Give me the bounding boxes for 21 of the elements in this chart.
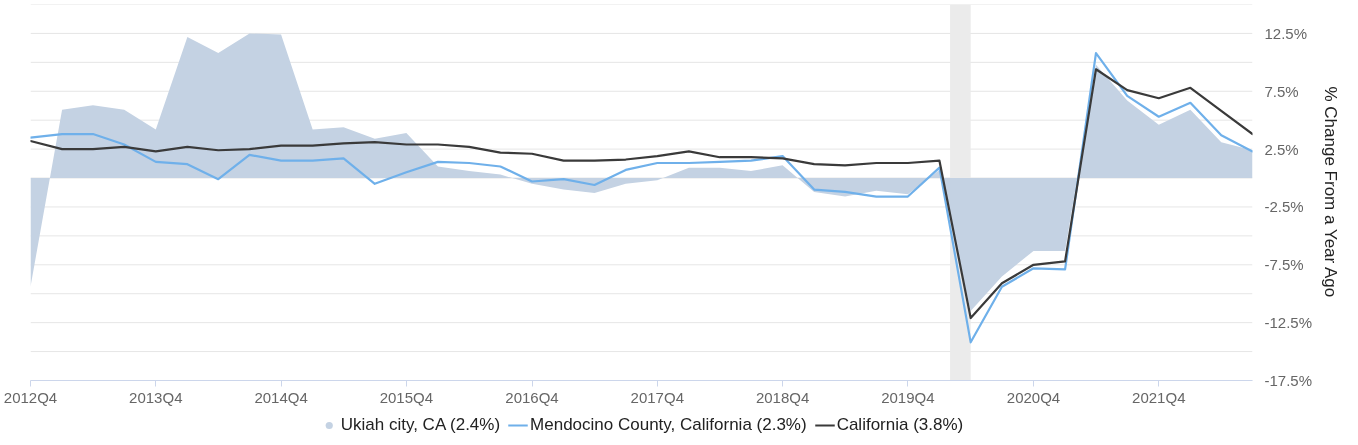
- x-tick-label: 2021Q4: [1132, 388, 1186, 406]
- x-tick-label: 2014Q4: [254, 388, 308, 406]
- y-tick-label: 7.5%: [1264, 82, 1299, 100]
- y-tick-label: -17.5%: [1264, 372, 1313, 389]
- legend-label: Mendocino County, California (2.3%): [530, 415, 807, 435]
- x-tick-label: 2012Q4: [3, 388, 58, 406]
- x-tick-label: 2017Q4: [630, 388, 684, 406]
- x-tick-label: 2015Q4: [379, 388, 434, 406]
- y-tick-label: -7.5%: [1264, 256, 1304, 274]
- x-tick-label: 2013Q4: [129, 388, 183, 406]
- x-tick-label: 2019Q4: [881, 388, 935, 406]
- x-tick-label: 2016Q4: [505, 388, 559, 406]
- x-tick-label: 2020Q4: [1006, 388, 1061, 406]
- legend-label: Ukiah city, CA (2.4%): [340, 415, 501, 435]
- legend-label: California (3.8%): [836, 415, 964, 435]
- y-tick-label: -12.5%: [1264, 314, 1313, 332]
- y-tick-label: -2.5%: [1264, 198, 1304, 216]
- x-tick-label: 2018Q4: [755, 388, 810, 406]
- y-tick-label: 2.5%: [1264, 140, 1299, 158]
- y-tick-label: 12.5%: [1264, 24, 1308, 42]
- y-axis-title: % Change From a Year Ago: [1321, 86, 1341, 298]
